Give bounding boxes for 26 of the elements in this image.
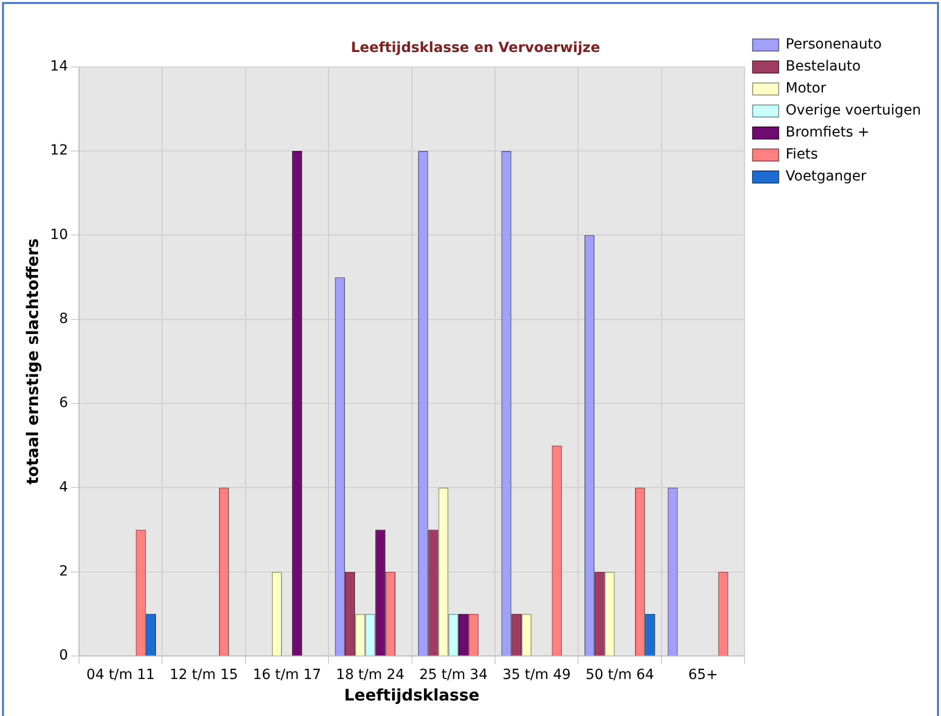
- chart-title: Leeftijdsklasse en Vervoerwijze: [350, 40, 600, 56]
- legend-label: Motor: [786, 80, 826, 97]
- x-tick-label: 65+: [688, 667, 718, 684]
- legend-label: Fiets: [786, 146, 818, 163]
- y-tick-label: 8: [59, 310, 68, 327]
- x-tick-label: 35 t/m 49: [502, 667, 571, 684]
- legend-label: Personenauto: [786, 36, 882, 53]
- x-tick-label: 25 t/m 34: [419, 667, 488, 684]
- y-tick-label: 12: [50, 142, 68, 159]
- x-tick-label: 04 t/m 11: [86, 667, 155, 684]
- x-tick-label: 16 t/m 17: [252, 667, 322, 684]
- legend-label: Overige voertuigen: [786, 102, 921, 119]
- y-tick-label: 2: [59, 563, 68, 580]
- x-tick-label: 18 t/m 24: [336, 667, 405, 684]
- y-tick-label: 10: [50, 226, 68, 243]
- legend-label: Bestelauto: [786, 58, 861, 75]
- legend-label: Voetganger: [786, 168, 867, 185]
- x-tick-label: 12 t/m 15: [170, 667, 238, 684]
- y-tick-label: 6: [59, 395, 68, 412]
- y-tick-label: 0: [59, 648, 68, 664]
- x-tick-label: 50 t/m 64: [586, 667, 654, 684]
- legend-label: Bromfiets +: [786, 124, 870, 141]
- y-axis-title: totaal ernstige slachtoffers: [22, 238, 42, 484]
- y-tick-label: 4: [59, 479, 68, 496]
- y-tick-label: 14: [50, 58, 68, 74]
- x-axis-title: Leeftijdsklasse: [344, 686, 480, 705]
